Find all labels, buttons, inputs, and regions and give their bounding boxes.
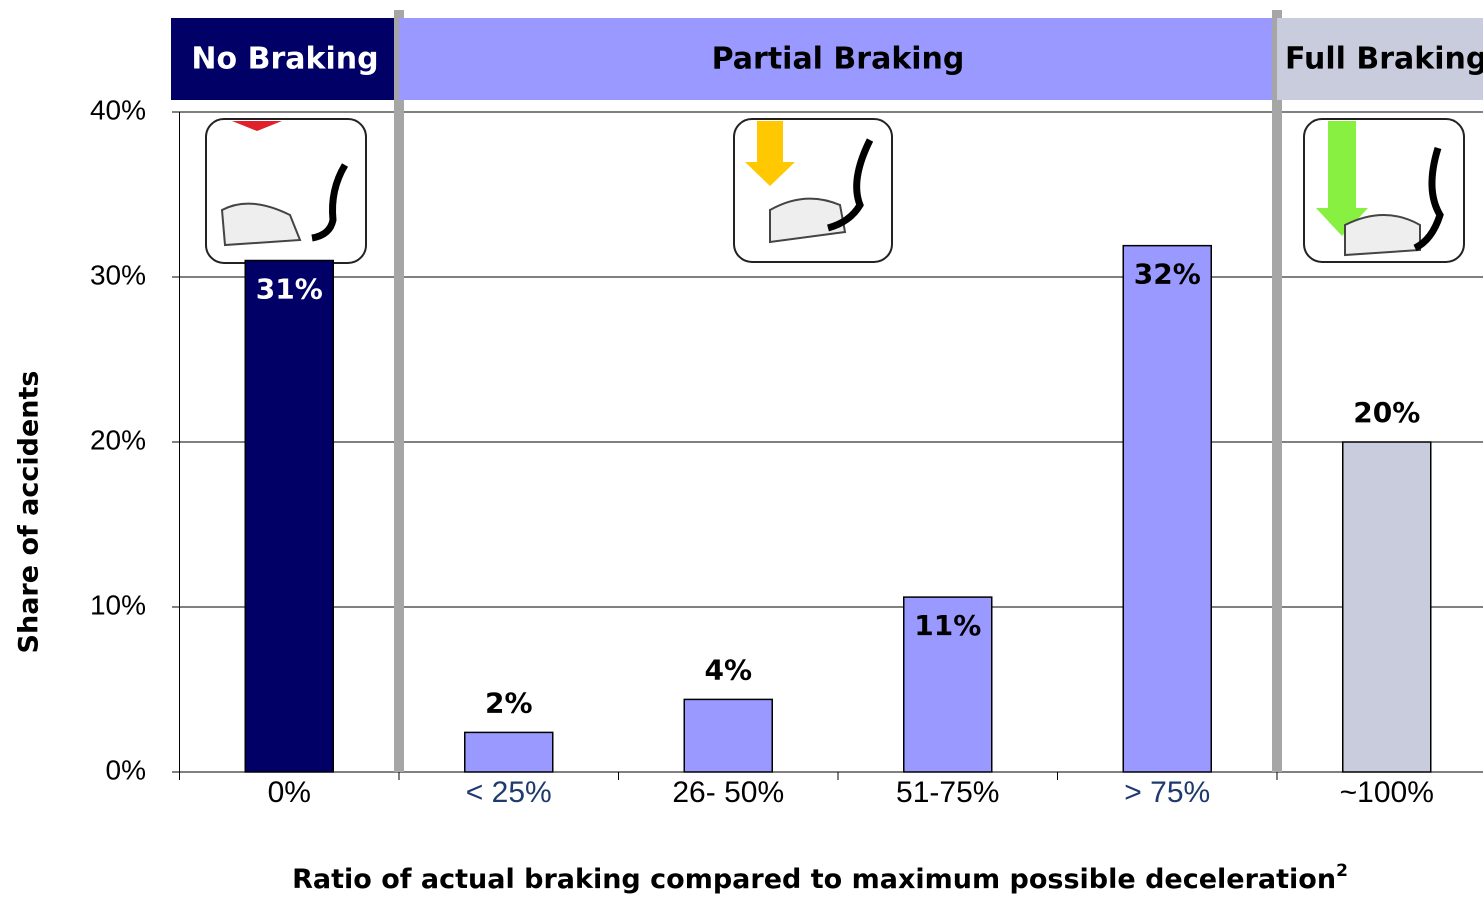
y-tick-label: 20% [90,424,146,455]
y-axis-title: Share of accidents [14,371,45,654]
value-label: 20% [1353,396,1420,429]
group-separator [1272,10,1282,772]
x-tick-label: > 75% [1124,776,1210,809]
bar [245,261,333,773]
group-label: Partial Braking [712,42,965,77]
value-label: 31% [256,273,323,306]
value-label: 2% [485,686,533,719]
value-label: 32% [1134,258,1201,291]
y-tick-label: 40% [90,94,146,125]
y-tick-label: 0% [106,754,146,785]
x-axis-title-text: Ratio of actual braking compared to maxi… [292,864,1336,895]
value-label: 4% [704,653,752,686]
value-label: 11% [914,609,981,642]
x-tick-label: ~100% [1340,776,1434,809]
x-tick-label: < 25% [466,776,552,809]
x-tick-label: 51-75% [896,776,999,809]
bar [1343,442,1431,772]
group-separator [394,10,404,772]
x-axis-title: Ratio of actual braking compared to maxi… [292,861,1348,895]
y-tick-label: 30% [90,259,146,290]
group-label: No Braking [191,42,378,77]
chart: Share of accidents Ratio of actual braki… [0,0,1483,899]
x-tick-label: 26- 50% [672,776,784,809]
icon-shoe [1345,215,1420,255]
footnote-marker: 2 [1336,861,1348,881]
group-label: Full Braking [1285,42,1483,77]
bar [465,732,553,772]
y-tick-label: 10% [90,589,146,620]
x-tick-label: 0% [268,776,311,809]
bar [1123,246,1211,772]
bar [684,699,772,772]
